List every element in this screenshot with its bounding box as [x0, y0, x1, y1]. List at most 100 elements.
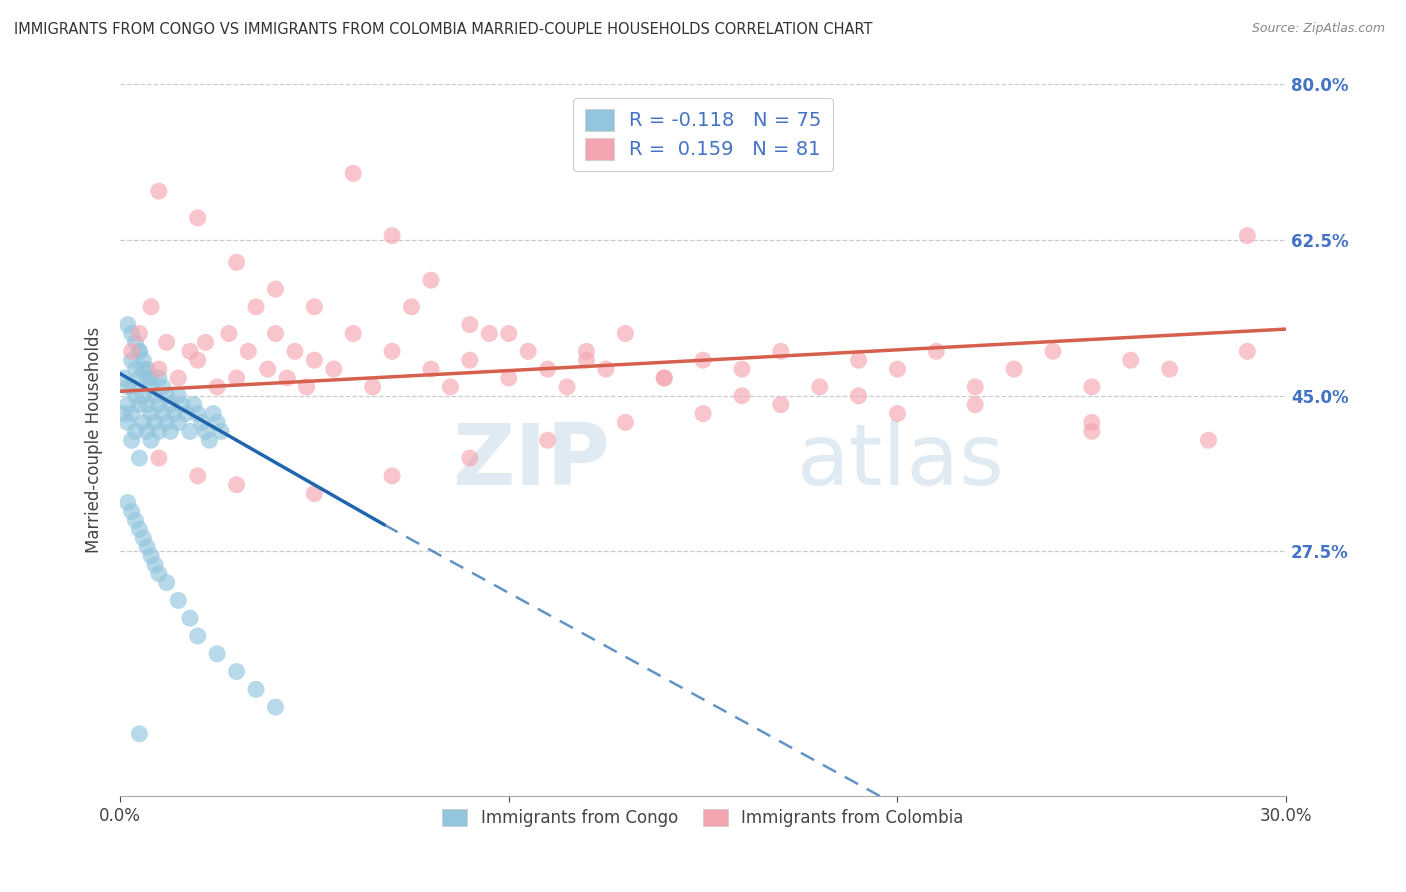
Point [225, 255, 247, 269]
Point [1081, 416, 1104, 430]
Point [439, 380, 461, 394]
Point [692, 407, 714, 421]
Point [295, 380, 318, 394]
Point [121, 504, 143, 518]
Point [128, 344, 150, 359]
Point [245, 682, 267, 697]
Point [458, 451, 481, 466]
Point [132, 362, 155, 376]
Point [128, 451, 150, 466]
Point [614, 416, 637, 430]
Point [575, 353, 598, 368]
Text: IMMIGRANTS FROM CONGO VS IMMIGRANTS FROM COLOMBIA MARRIED-COUPLE HOUSEHOLDS CORR: IMMIGRANTS FROM CONGO VS IMMIGRANTS FROM… [14, 22, 873, 37]
Point [478, 326, 501, 341]
Point [124, 362, 146, 376]
Point [179, 344, 201, 359]
Point [159, 398, 181, 412]
Point [209, 425, 232, 439]
Point [167, 593, 190, 607]
Point [284, 344, 307, 359]
Point [124, 335, 146, 350]
Point [136, 362, 159, 376]
Point [152, 380, 174, 394]
Point [148, 398, 170, 412]
Point [128, 371, 150, 385]
Point [117, 398, 139, 412]
Point [187, 468, 209, 483]
Point [808, 380, 831, 394]
Point [112, 407, 135, 421]
Point [401, 300, 423, 314]
Point [304, 353, 326, 368]
Point [187, 353, 209, 368]
Point [614, 326, 637, 341]
Point [139, 380, 162, 394]
Point [692, 353, 714, 368]
Point [139, 300, 162, 314]
Point [143, 416, 166, 430]
Point [381, 468, 404, 483]
Point [143, 389, 166, 403]
Point [121, 380, 143, 394]
Point [202, 407, 225, 421]
Point [128, 522, 150, 536]
Point [205, 380, 228, 394]
Point [148, 425, 170, 439]
Point [190, 416, 212, 430]
Point [148, 362, 170, 376]
Point [148, 566, 170, 581]
Text: atlas: atlas [796, 420, 1004, 503]
Point [575, 344, 598, 359]
Point [117, 495, 139, 509]
Point [458, 318, 481, 332]
Point [174, 407, 197, 421]
Point [139, 371, 162, 385]
Point [1081, 425, 1104, 439]
Point [117, 318, 139, 332]
Point [124, 425, 146, 439]
Point [264, 700, 287, 714]
Point [276, 371, 298, 385]
Point [555, 380, 578, 394]
Point [848, 353, 870, 368]
Point [1159, 362, 1181, 376]
Point [156, 335, 179, 350]
Point [1002, 362, 1025, 376]
Point [769, 344, 792, 359]
Point [498, 371, 520, 385]
Point [179, 611, 201, 625]
Point [136, 398, 159, 412]
Point [264, 326, 287, 341]
Point [420, 362, 443, 376]
Point [121, 407, 143, 421]
Point [121, 353, 143, 368]
Legend: Immigrants from Congo, Immigrants from Colombia: Immigrants from Congo, Immigrants from C… [436, 803, 970, 834]
Point [218, 326, 240, 341]
Point [172, 398, 194, 412]
Point [132, 531, 155, 545]
Point [536, 362, 558, 376]
Point [304, 486, 326, 500]
Point [731, 362, 754, 376]
Point [886, 407, 908, 421]
Point [128, 727, 150, 741]
Point [167, 371, 190, 385]
Point [245, 300, 267, 314]
Point [205, 416, 228, 430]
Point [136, 540, 159, 554]
Point [139, 434, 162, 448]
Point [886, 362, 908, 376]
Point [128, 398, 150, 412]
Point [304, 300, 326, 314]
Point [965, 380, 987, 394]
Point [256, 362, 278, 376]
Point [536, 434, 558, 448]
Point [148, 451, 170, 466]
Point [163, 407, 186, 421]
Point [1042, 344, 1064, 359]
Point [925, 344, 948, 359]
Point [156, 389, 179, 403]
Point [159, 425, 181, 439]
Point [225, 477, 247, 491]
Text: ZIP: ZIP [453, 420, 610, 503]
